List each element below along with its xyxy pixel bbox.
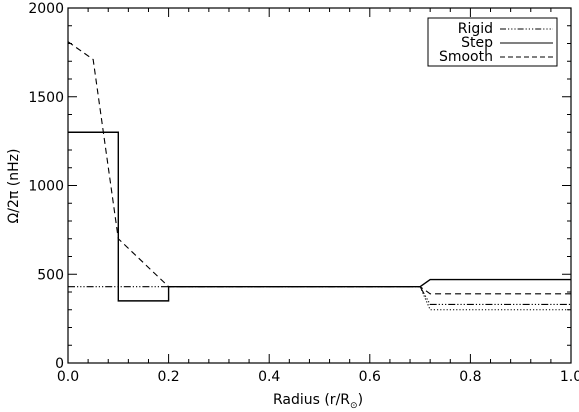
legend-label-step: Step [461,35,493,51]
plot-frame [67,7,572,364]
y-tick-label: 1500 [28,90,64,106]
series-layer [67,41,571,311]
y-tick-label: 500 [37,267,64,283]
legend-label-rigid: Rigid [458,21,493,37]
x-tick-label: 0.2 [157,369,179,385]
y-tick-label: 0 [55,356,64,372]
x-tick-label: 0.6 [359,369,381,385]
x-tick-label: 0.4 [258,369,280,385]
y-axis-title: Ω/2π (nHz) [6,149,22,224]
y-tick-label: 2000 [28,1,64,17]
legend: Rigid Step Smooth [427,17,558,67]
series-line-step [68,131,571,302]
x-tick-label: 1.0 [560,369,579,385]
series-line-smooth [67,41,571,295]
legend-label-smooth: Smooth [439,49,493,65]
x-tick-label: 0.8 [459,369,481,385]
x-tick-label: 0.0 [57,369,79,385]
legend-box [427,17,558,67]
x-axis-title: Radius (r/R⊙) [273,392,363,411]
axes-layer: 0.0 0.2 0.4 0.6 0.8 1.0 0 500 1000 1500 2000 [28,1,579,385]
y-tick-label: 1000 [28,179,64,195]
series-line-dotted [419,286,571,311]
